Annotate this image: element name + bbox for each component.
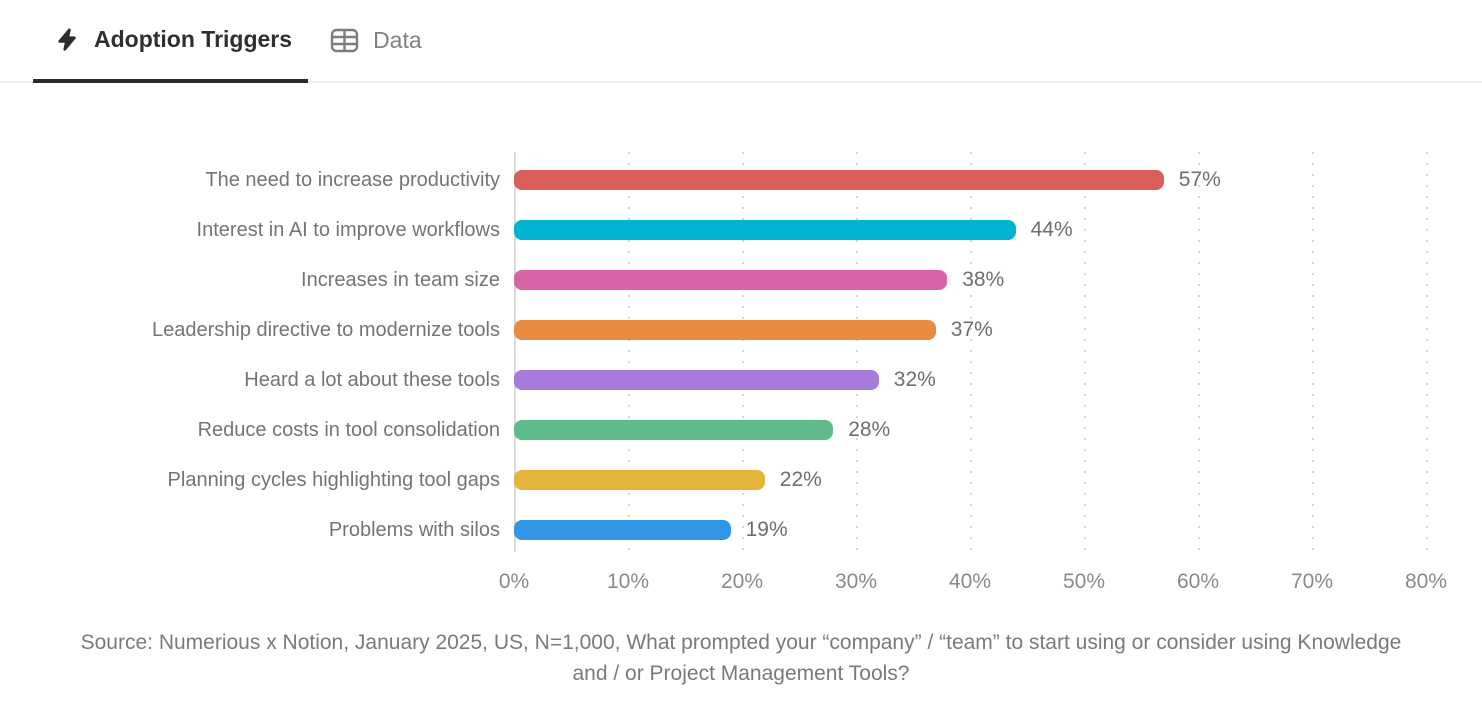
value-label: 32%	[893, 368, 936, 391]
bar-row: Increases in team size 38%	[0, 267, 1004, 293]
bar-segment[interactable]	[514, 370, 879, 390]
x-axis-tick-label: 20%	[720, 570, 764, 593]
category-label: The need to increase productivity	[205, 168, 500, 191]
table-icon	[330, 28, 359, 53]
bar-row: Problems with silos 19%	[0, 517, 788, 543]
x-axis-tick-label: 40%	[948, 570, 992, 593]
value-label: 37%	[950, 318, 993, 341]
tab-bar: Adoption Triggers Data	[0, 0, 1482, 83]
y-axis-line	[514, 152, 516, 552]
x-axis-tick-label: 30%	[834, 570, 878, 593]
bar-row: Leadership directive to modernize tools 3…	[0, 317, 993, 343]
gridline	[1426, 152, 1428, 552]
bar-row: Interest in AI to improve workflows 44%	[0, 217, 1073, 243]
category-label: Heard a lot about these tools	[244, 368, 500, 391]
bar-segment[interactable]	[514, 420, 834, 440]
bar-segment[interactable]	[514, 270, 948, 290]
plot-area	[514, 152, 1428, 552]
x-axis-tick-label: 50%	[1062, 570, 1106, 593]
lightning-icon	[55, 27, 80, 52]
x-axis-tick-label: 0%	[498, 570, 530, 593]
x-axis-tick-label: 70%	[1290, 570, 1334, 593]
x-axis-tick-label: 80%	[1404, 570, 1448, 593]
bar-row: Reduce costs in tool consolidation 28%	[0, 417, 891, 443]
value-label: 44%	[1030, 218, 1073, 241]
gridline	[970, 152, 972, 552]
value-label: 19%	[745, 518, 788, 541]
x-axis-tick-label: 10%	[606, 570, 650, 593]
category-label: Planning cycles highlighting tool gaps	[167, 468, 500, 491]
gridline	[742, 152, 744, 552]
bar-segment[interactable]	[514, 520, 731, 540]
value-label: 22%	[779, 468, 822, 491]
gridline	[1198, 152, 1200, 552]
bar-row: Planning cycles highlighting tool gaps 22…	[0, 467, 822, 493]
x-axis-tick-label: 60%	[1176, 570, 1220, 593]
tab-label: Adoption Triggers	[94, 26, 293, 52]
category-label: Increases in team size	[301, 268, 500, 291]
value-label: 38%	[962, 268, 1005, 291]
category-label: Problems with silos	[328, 518, 500, 541]
bar-segment[interactable]	[514, 220, 1016, 240]
value-label: 57%	[1178, 168, 1221, 191]
gridline	[628, 152, 630, 552]
tab-adoption-triggers[interactable]: Adoption Triggers	[33, 0, 309, 83]
bar-row: Heard a lot about these tools 32%	[0, 367, 936, 393]
bar-segment[interactable]	[514, 470, 765, 490]
bar-segment[interactable]	[514, 170, 1164, 190]
source-note: Source: Numerious x Notion, January 2025…	[80, 631, 1402, 685]
tab-data[interactable]: Data	[308, 0, 438, 81]
gridline	[1084, 152, 1086, 552]
gridline	[856, 152, 858, 552]
gridline	[1312, 152, 1314, 552]
value-label: 28%	[848, 418, 891, 441]
category-label: Leadership directive to modernize tools	[152, 318, 500, 341]
category-label: Interest in AI to improve workflows	[196, 218, 500, 241]
category-label: Reduce costs in tool consolidation	[197, 418, 500, 441]
tab-label: Data	[373, 27, 422, 53]
bar-segment[interactable]	[514, 320, 936, 340]
bar-row: The need to increase productivity 57%	[0, 167, 1221, 193]
